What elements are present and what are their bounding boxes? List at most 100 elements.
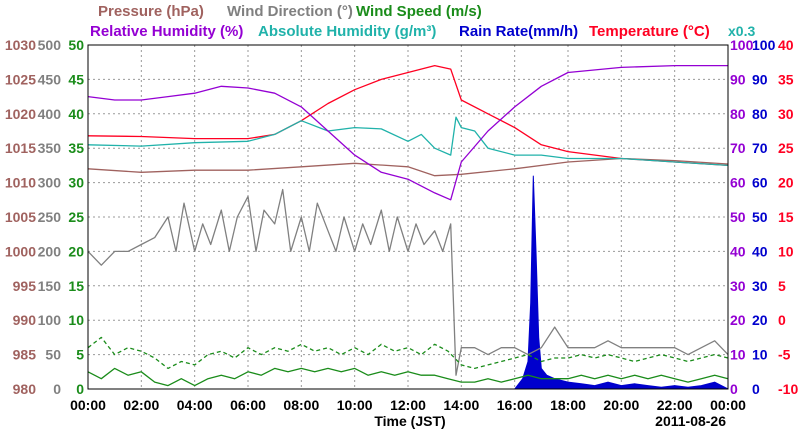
temperature-tick: 30 [778,106,794,122]
wind-speed-tick: 5 [76,347,84,363]
wind-direction-tick: 450 [38,71,62,87]
x-tick-label: 00:00 [710,397,746,413]
wind-direction-tick: 300 [38,175,62,191]
x-tick-label: 22:00 [657,397,693,413]
temperature-tick: 5 [778,278,786,294]
wind-speed-gust-m-s-line [87,336,729,370]
wind-speed-tick: 50 [68,37,84,53]
rain-rate-tick: 50 [752,209,768,225]
series-layer [87,64,729,390]
relative-humidity-tick: 100 [730,37,754,53]
legend-temperature: Temperature (°C) [589,23,710,40]
relative-humidity-tick: 20 [730,312,746,328]
absolute-humidity-g-m-line [87,116,729,167]
plot-frame [87,44,729,390]
relative-humidity-tick: 30 [730,278,746,294]
x-tick-label: 14:00 [443,397,479,413]
wind-direction-tick: 250 [38,209,62,225]
relative-humidity-tick: 90 [730,71,746,87]
pressure-tick: 1030 [5,37,36,53]
pressure-tick: 985 [13,347,37,363]
legend-rain-rate: Rain Rate(mm/h) [459,23,578,40]
rain-rate-tick: 0 [752,381,760,397]
x-tick-label: 18:00 [550,397,586,413]
x-tick-label: 16:00 [497,397,533,413]
rain-rate-tick: 60 [752,175,768,191]
wind-direction-tick: 50 [45,347,61,363]
rain-rate-tick: 20 [752,312,768,328]
wind-speed-tick: 20 [68,243,84,259]
x-tick-label: 08:00 [283,397,319,413]
rain-rate-tick: 100 [752,37,776,53]
pressure-tick: 1010 [5,175,36,191]
temperature-tick: 15 [778,209,794,225]
legend-absolute-humidity: Absolute Humidity (g/m³) [258,23,436,40]
wind-direction-line [87,188,729,376]
legend-relative-humidity: Relative Humidity (%) [90,23,243,40]
temperature-tick: -5 [778,347,791,363]
x-axis-title: Time (JST) [374,413,445,429]
wind-direction-tick: 350 [38,140,62,156]
wind-speed-tick: 40 [68,106,84,122]
relative-humidity-tick: 70 [730,140,746,156]
wind-speed-tick: 15 [68,278,84,294]
legend-wind-direction: Wind Direction (°) [227,3,353,20]
wind-direction-tick: 0 [53,381,61,397]
wind-direction-tick: 200 [38,243,62,259]
relative-humidity-tick: 40 [730,243,746,259]
relative-humidity-tick: 60 [730,175,746,191]
pressure-tick: 1000 [5,243,36,259]
pressure-tick: 1015 [5,140,36,156]
temperature-tick: 0 [778,312,786,328]
temperature-tick: 25 [778,140,794,156]
rain-rate-tick: 80 [752,106,768,122]
temperature-tick: 35 [778,71,794,87]
wind-direction-tick: 500 [38,37,62,53]
wind-direction-tick: 150 [38,278,62,294]
wind-speed-m-s-line [87,367,729,387]
wind-direction-tick: 400 [38,106,62,122]
wind-speed-tick: 10 [68,312,84,328]
pressure-tick: 995 [13,278,37,294]
x-tick-label: 04:00 [177,397,213,413]
legend-pressure: Pressure (hPa) [98,3,204,20]
rain-rate-tick: 70 [752,140,768,156]
rain-rate-tick: 40 [752,243,768,259]
x-tick-label: 00:00 [70,397,106,413]
relative-humidity-line [87,64,728,201]
pressure-tick: 990 [13,312,37,328]
x-tick-label: 12:00 [390,397,426,413]
wind-speed-tick: 25 [68,209,84,225]
wind-speed-tick: 45 [68,71,84,87]
pressure-tick: 980 [13,381,37,397]
x-tick-label: 02:00 [123,397,159,413]
rain-rate-area [514,175,729,390]
wind-speed-tick: 35 [68,140,84,156]
rain-rate-tick: 10 [752,347,768,363]
pressure-tick: 1005 [5,209,36,225]
temperature-tick: 10 [778,243,794,259]
legend-absolute-humidity-scale-note: x0.3 [728,23,755,39]
pressure-tick: 1025 [5,71,36,87]
pressure-tick: 1020 [5,106,36,122]
temperature-tick: 40 [778,37,794,53]
legend-wind-speed: Wind Speed (m/s) [356,3,482,20]
date-label: 2011-08-26 [655,413,726,429]
wind-direction-tick: 100 [38,312,62,328]
grid-layer [88,45,728,389]
wind-speed-tick: 30 [68,175,84,191]
x-tick-label: 10:00 [337,397,373,413]
relative-humidity-tick: 50 [730,209,746,225]
rain-rate-tick: 90 [752,71,768,87]
x-tick-label: 06:00 [230,397,266,413]
rain-rate-tick: 30 [752,278,768,294]
temperature-tick: 20 [778,175,794,191]
wind-speed-tick: 0 [76,381,84,397]
temperature-tick: -10 [778,381,798,397]
x-tick-label: 20:00 [603,397,639,413]
relative-humidity-tick: 10 [730,347,746,363]
tick-labels: 1030102510201015101010051000995990985980… [5,37,799,413]
relative-humidity-tick: 0 [730,381,738,397]
